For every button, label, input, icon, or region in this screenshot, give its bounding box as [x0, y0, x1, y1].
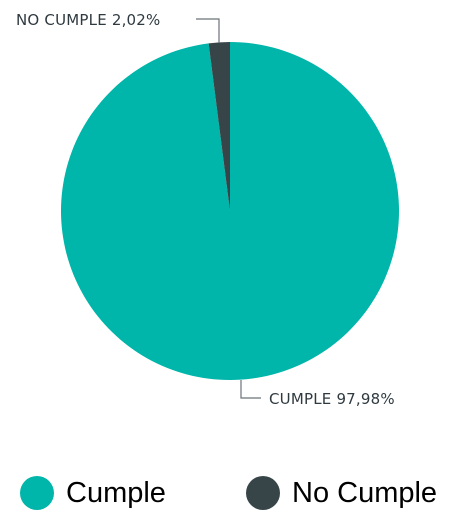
- pie-slices: [60, 42, 399, 381]
- legend-item-cumple[interactable]: Cumple: [20, 476, 166, 510]
- pie-slice-cumple[interactable]: [60, 42, 399, 381]
- leader-line-cumple: [240, 380, 261, 399]
- pie-slice-no-cumple[interactable]: [208, 42, 230, 211]
- legend-label-cumple: Cumple: [66, 476, 166, 509]
- slice-label-cumple: CUMPLE 97,98%: [269, 390, 395, 408]
- legend-swatch-cumple: [20, 476, 54, 510]
- legend-swatch-no-cumple: [246, 476, 280, 510]
- leader-line-no-cumple: [196, 18, 220, 43]
- legend-item-no-cumple[interactable]: No Cumple: [246, 476, 437, 510]
- slice-label-no-cumple: NO CUMPLE 2,02%: [16, 11, 161, 29]
- pie-chart: NO CUMPLE 2,02% CUMPLE 97,98%: [16, 11, 399, 408]
- chart-legend: Cumple No Cumple: [0, 470, 456, 510]
- legend-label-no-cumple: No Cumple: [292, 476, 438, 509]
